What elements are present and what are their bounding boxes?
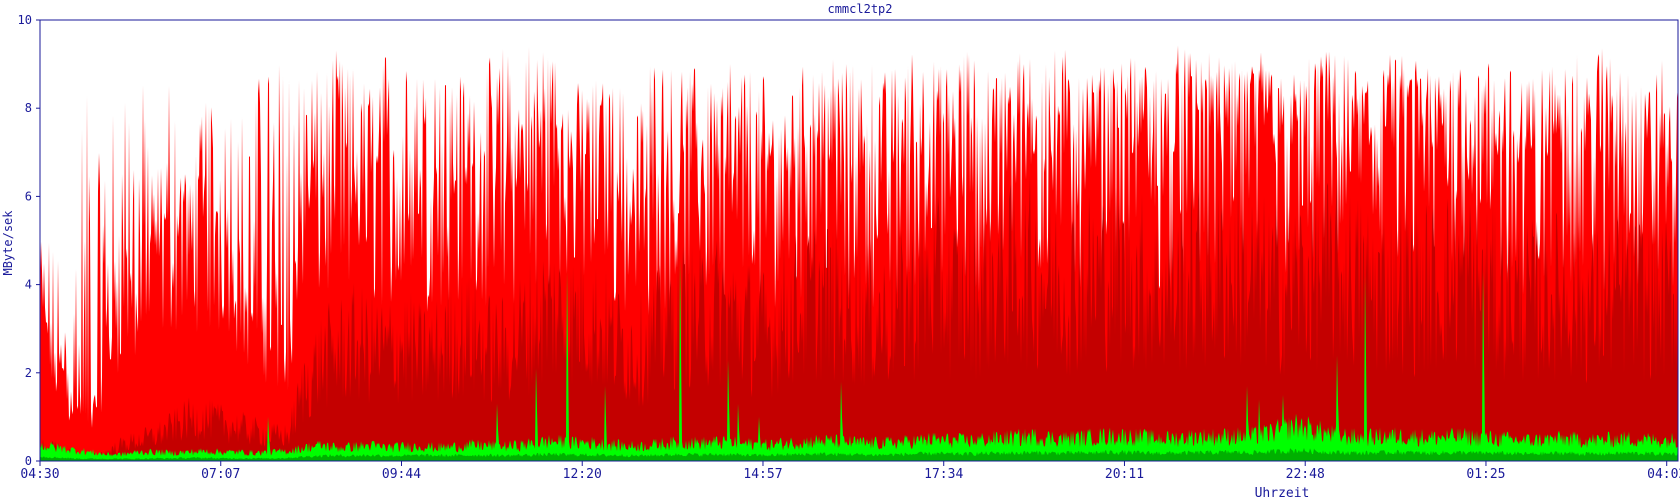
y-tick-label: 6 — [25, 189, 32, 203]
x-tick-label: 04:02 — [1647, 467, 1680, 482]
x-tick-label: 04:30 — [20, 467, 59, 482]
x-tick-label: 14:57 — [743, 467, 782, 482]
x-tick-label: 12:20 — [563, 467, 602, 482]
y-tick-label: 0 — [25, 454, 32, 468]
x-tick-label: 09:44 — [382, 467, 421, 482]
chart-title: cmmcl2tp2 — [827, 2, 892, 16]
y-tick-label: 2 — [25, 366, 32, 380]
plot-frame — [39, 19, 1679, 462]
x-tick-label: 22:48 — [1286, 467, 1325, 482]
x-tick-label: 17:34 — [924, 467, 963, 482]
x-axis-label: Uhrzeit — [1255, 486, 1310, 500]
series-darkred-area — [40, 174, 1678, 462]
x-tick-label: 01:25 — [1466, 467, 1505, 482]
y-axis-label: MByte/sek — [1, 210, 15, 276]
y-tick-label: 10 — [18, 13, 32, 27]
axes: 0 2 4 6 8 10 04:30 07:07 09:44 12:20 14:57 17:34 20:… — [18, 13, 1680, 482]
x-tick-label: 20:11 — [1105, 467, 1144, 482]
x-tick-label: 07:07 — [201, 467, 240, 482]
y-tick-label: 8 — [25, 101, 32, 115]
series-darkgreen-area — [40, 447, 1678, 461]
plot-area — [40, 45, 1678, 462]
y-tick-label: 4 — [25, 278, 32, 292]
